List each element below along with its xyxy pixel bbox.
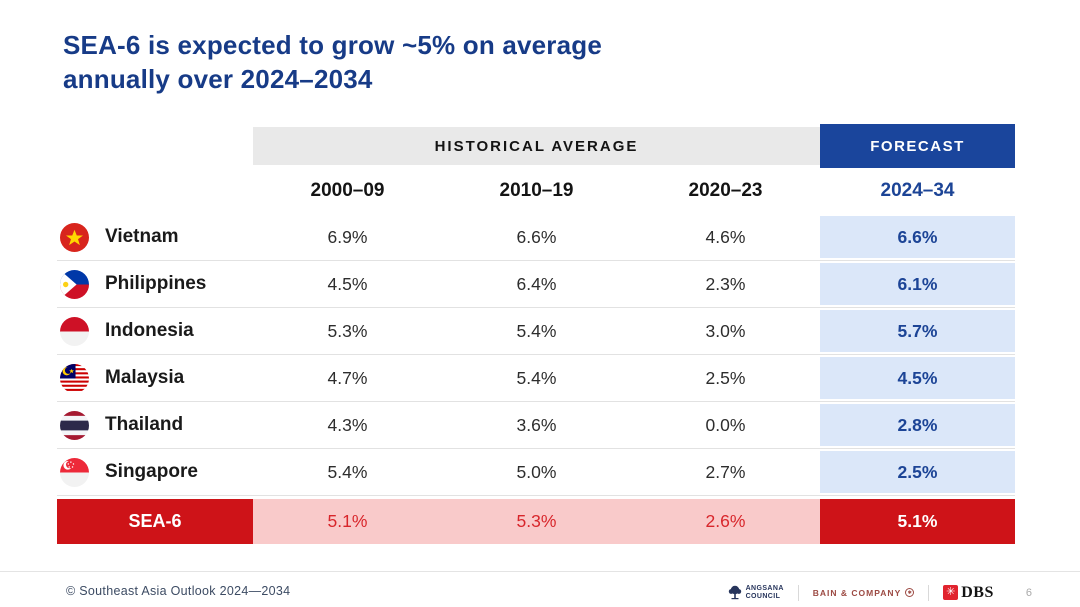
value-cell: 3.0%	[705, 320, 746, 341]
value-cell: 6.6%	[516, 226, 557, 247]
angsana-council-logo: ANGSANA COUNCIL	[728, 585, 784, 600]
value-cell: 2.3%	[705, 273, 746, 294]
forecast-cell-highlight	[820, 310, 1015, 352]
table-row-thailand: Thailand 4.3% 3.6% 0.0% 2.8%	[57, 402, 1015, 449]
page-title: SEA-6 is expected to grow ~5% on average…	[63, 28, 743, 96]
forecast-cell-highlight	[820, 263, 1015, 305]
value-cell: 4.3%	[327, 414, 368, 435]
country-cell: Indonesia	[57, 316, 253, 346]
singapore-flag-icon	[60, 457, 89, 487]
forecast-value-cell: 6.1%	[820, 261, 1015, 307]
country-name: Malaysia	[105, 367, 185, 388]
dbs-text: DBS	[961, 583, 994, 601]
philippines-flag-icon	[60, 269, 89, 299]
footer-divider	[0, 571, 1080, 572]
bain-emblem-icon: ✱	[905, 588, 915, 597]
value-cell: 3.6%	[516, 414, 557, 435]
title-line-2: annually over 2024–2034	[63, 64, 373, 94]
country-cell: Thailand	[57, 410, 253, 440]
value-cell: 0.0%	[705, 414, 746, 435]
forecast-cell-highlight	[820, 216, 1015, 258]
thailand-flag-icon	[60, 410, 89, 440]
table-row-singapore: Singapore 5.4% 5.0% 2.7% 2.5%	[57, 449, 1015, 496]
angsana-tree-icon	[728, 585, 741, 600]
forecast-value-cell: 2.8%	[820, 402, 1015, 448]
country-name: Vietnam	[105, 226, 179, 247]
forecast-value-cell: 2.5%	[820, 449, 1015, 495]
bain-company-logo: BAIN & COMPANY ✱	[812, 587, 915, 598]
table-row-indonesia: Indonesia 5.3% 5.4% 3.0% 5.7%	[57, 308, 1015, 355]
forecast-value-cell: 5.7%	[820, 308, 1015, 354]
value-cell: 6.4%	[516, 273, 557, 294]
group-header-spacer	[57, 124, 253, 168]
copyright-text: © Southeast Asia Outlook 2024—2034	[66, 584, 291, 598]
country-cell: Vietnam	[57, 222, 253, 252]
country-name: Singapore	[105, 461, 198, 482]
value-cell: 5.3%	[327, 320, 368, 341]
country-name: Philippines	[105, 273, 207, 294]
sea6-value-cell: 5.1%	[253, 499, 442, 544]
logo-separator	[797, 584, 799, 601]
group-header-row: HISTORICAL AVERAGE FORECAST	[57, 124, 1015, 168]
value-cell: 5.4%	[516, 320, 557, 341]
sea6-value-cell: 5.3%	[442, 499, 631, 544]
table-row-malaysia: Malaysia 4.7% 5.4% 2.5% 4.5%	[57, 355, 1015, 402]
forecast-cell-highlight	[820, 404, 1015, 446]
value-cell: 2.5%	[705, 367, 746, 388]
value-cell: 5.0%	[516, 461, 557, 482]
vietnam-flag-icon	[60, 222, 89, 252]
indonesia-flag-icon	[60, 316, 89, 346]
forecast-cell-highlight	[820, 451, 1015, 493]
table-row-vietnam: Vietnam 6.9% 6.6% 4.6% 6.6%	[57, 214, 1015, 261]
logo-separator	[928, 584, 930, 601]
column-header-2024-34: 2024–34	[880, 180, 955, 201]
forecast-band: FORECAST	[820, 124, 1015, 168]
sea6-value-cell: 2.6%	[631, 499, 820, 544]
column-header-2010-19: 2010–19	[499, 180, 574, 201]
forecast-value-cell: 4.5%	[820, 355, 1015, 401]
country-cell: Philippines	[57, 269, 253, 299]
value-cell: 4.6%	[705, 226, 746, 247]
value-cell: 5.4%	[516, 367, 557, 388]
country-name: Indonesia	[105, 320, 194, 341]
country-cell: Singapore	[57, 457, 253, 487]
footer-logos: ANGSANA COUNCIL BAIN & COMPANY ✱ ✳ DBS 6	[728, 578, 1032, 607]
country-cell: Malaysia	[57, 363, 253, 393]
growth-table: HISTORICAL AVERAGE FORECAST 2000–09 2010…	[57, 124, 1015, 544]
value-cell: 4.5%	[327, 273, 368, 294]
title-line-1: SEA-6 is expected to grow ~5% on average	[63, 30, 603, 60]
value-cell: 4.7%	[327, 367, 368, 388]
dbs-mark-icon: ✳	[943, 585, 959, 600]
value-cell: 2.7%	[705, 461, 746, 482]
forecast-value-cell: 6.6%	[820, 214, 1015, 260]
column-header-2020-23: 2020–23	[688, 180, 763, 201]
historical-average-band: HISTORICAL AVERAGE	[253, 127, 820, 165]
sea6-total-row: SEA-6 5.1% 5.3% 2.6% 5.1%	[57, 499, 1015, 544]
value-cell: 5.4%	[327, 461, 368, 482]
footer: © Southeast Asia Outlook 2024—2034 ANGSA…	[0, 578, 1080, 607]
table-row-philippines: Philippines 4.5% 6.4% 2.3% 6.1%	[57, 261, 1015, 308]
angsana-council-text: ANGSANA COUNCIL	[745, 585, 784, 600]
malaysia-flag-icon	[60, 363, 89, 393]
sea6-forecast-cell: 5.1%	[820, 499, 1015, 544]
column-header-row: 2000–09 2010–19 2020–23 2024–34	[57, 168, 1015, 214]
column-header-2000-09: 2000–09	[310, 180, 385, 201]
country-name: Thailand	[105, 414, 184, 435]
bain-company-text: BAIN & COMPANY	[812, 587, 902, 598]
forecast-cell-highlight	[820, 357, 1015, 399]
value-cell: 6.9%	[327, 226, 368, 247]
page-number: 6	[1025, 586, 1032, 599]
sea6-label: SEA-6	[57, 499, 253, 544]
dbs-logo: ✳ DBS	[943, 584, 994, 602]
